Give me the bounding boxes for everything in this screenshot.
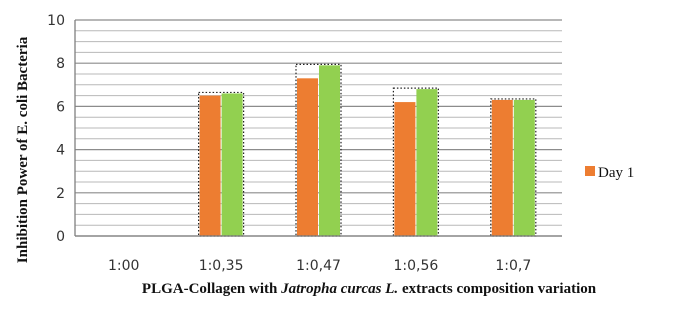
x-axis-title: PLGA-Collagen with Jatropha curcas L. ex… — [142, 281, 597, 297]
y-tick-labels: 0 2 4 6 8 10 — [47, 13, 65, 245]
x-tick-label: 1:0,47 — [296, 258, 341, 274]
bar-series-2-5 — [513, 99, 535, 236]
x-tick-label: 1:00 — [108, 258, 139, 274]
bar-series-2-3 — [319, 65, 340, 236]
bar-day-1-3 — [297, 78, 318, 236]
bar-day-1-4 — [394, 102, 416, 236]
bar-group-outline — [490, 98, 537, 237]
legend-label-day-1: Day 1 — [598, 165, 634, 181]
x-tick-label: 1:0,7 — [495, 258, 531, 274]
axes — [74, 20, 562, 237]
y-tick-label: 10 — [47, 13, 65, 29]
x-axis-title-part-1: PLGA-Collagen with — [142, 281, 281, 297]
gridlines — [75, 19, 562, 237]
x-axis-title-part-3: extracts composition variation — [398, 281, 597, 297]
x-tick-label: 1:0,56 — [394, 258, 439, 274]
bar-group-outline — [392, 87, 439, 237]
bar-day-1-5 — [491, 99, 513, 236]
x-axis-title-part-2: Jatropha curcas L. — [280, 281, 398, 297]
legend-swatch-day-1 — [585, 166, 595, 176]
legend: Day 1 — [585, 165, 634, 181]
y-tick-label: 8 — [56, 56, 65, 72]
y-tick-label: 6 — [56, 99, 65, 115]
x-tick-labels: 1:00 1:0,35 1:0,47 1:0,56 1:0,7 — [108, 258, 531, 274]
bar-series-2-2 — [221, 93, 243, 236]
bars — [198, 63, 537, 237]
bar-series-2-4 — [416, 89, 438, 237]
x-tick-label: 1:0,35 — [199, 258, 244, 274]
y-tick-label: 0 — [56, 229, 65, 245]
y-axis-title: Inhibition Power of E. coli Bacteria — [15, 36, 31, 263]
bar-day-1-2 — [199, 95, 221, 236]
y-tick-label: 4 — [56, 143, 65, 159]
y-tick-label: 2 — [56, 186, 65, 202]
